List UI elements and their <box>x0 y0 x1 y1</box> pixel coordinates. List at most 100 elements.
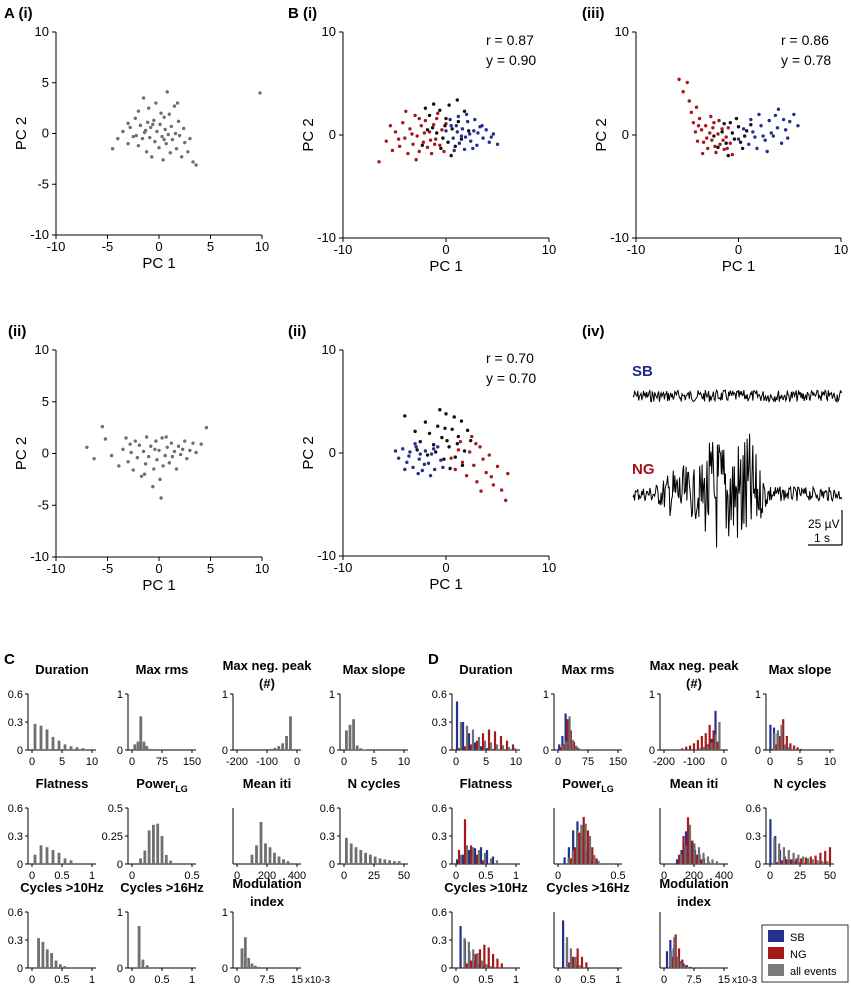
histogram-bar <box>695 854 699 864</box>
scatter-point <box>759 124 763 128</box>
histogram-bar <box>269 748 273 750</box>
x-tick-label: 50 <box>398 870 410 882</box>
scatter-point <box>158 477 162 482</box>
scatter-point <box>457 141 462 145</box>
histogram-bar <box>475 740 479 750</box>
scatter-point <box>769 131 773 135</box>
scatter-point <box>136 109 141 113</box>
histogram-bar <box>373 856 377 864</box>
histogram-bar <box>562 745 565 750</box>
scatter-point <box>466 129 471 133</box>
scatter-point <box>453 144 457 149</box>
scatter-point <box>704 124 708 128</box>
histogram-bar <box>782 719 785 750</box>
scatter-point <box>705 136 709 140</box>
x-unit-label: x10-3 <box>732 975 757 986</box>
histogram-bar <box>58 964 62 968</box>
histogram-bar <box>467 850 471 864</box>
scatter-point <box>162 137 166 142</box>
histogram-title: N cycles <box>774 776 827 791</box>
x-tick-label: 0 <box>721 756 727 768</box>
y-tick-label: -10 <box>317 548 336 563</box>
scatter-point <box>720 127 724 131</box>
histogram-bar <box>814 855 817 864</box>
histogram-bar <box>773 733 776 750</box>
scatter-point <box>126 141 130 146</box>
scatter-point <box>397 144 402 149</box>
scatter-point <box>443 426 447 430</box>
scatter-point <box>417 149 421 154</box>
scatter-point <box>710 138 714 142</box>
scatter-point <box>438 143 442 147</box>
scatter-point <box>470 434 474 439</box>
scatter-point <box>796 124 800 128</box>
x-tick-label: 200 <box>685 870 703 882</box>
histogram-bar <box>496 958 499 968</box>
scatter-point <box>185 456 189 461</box>
scatter-point <box>742 134 747 138</box>
histogram-bar <box>465 963 469 968</box>
scatter-point <box>453 455 457 459</box>
histogram-bar <box>790 859 793 864</box>
histogram-bar <box>782 847 786 864</box>
scatter-point <box>430 126 435 130</box>
scatter-point <box>164 141 168 146</box>
histogram-title: N cycles <box>348 776 401 791</box>
x-tick-label: 10 <box>510 756 522 768</box>
histogram-bar <box>485 850 489 864</box>
histogram-bar <box>691 840 694 864</box>
y-axis-title: PC 2 <box>13 117 30 150</box>
x-tick-label: 10 <box>824 756 836 768</box>
histogram-bar <box>393 861 396 864</box>
histogram-bar <box>816 860 819 864</box>
scatter-point <box>417 116 421 121</box>
histogram-bar <box>355 745 359 750</box>
scatter-point <box>413 442 417 446</box>
scatter-point <box>726 153 730 158</box>
scatter-point <box>445 438 449 443</box>
y-tick-label: 10 <box>35 342 49 357</box>
scatter-point <box>150 155 154 159</box>
scatter-point <box>506 471 510 476</box>
scatter-point <box>435 131 439 135</box>
histogram-bar <box>585 962 588 968</box>
histogram-d-cycles10: Cycles >10Hz 0.6 0.3 00 0.5 1 <box>432 880 529 986</box>
scatter-point <box>401 447 405 451</box>
scatter-point <box>749 117 753 122</box>
scatter-point <box>730 131 735 135</box>
scatter-point <box>429 452 434 456</box>
x-axis-title: PC 1 <box>142 577 175 594</box>
histogram-bar <box>478 949 482 968</box>
scatter-point <box>178 452 183 457</box>
x-tick-label: 5 <box>207 561 214 576</box>
y-tick-label: -10 <box>317 230 336 245</box>
histogram-title-subscript: LG <box>601 784 614 794</box>
histogram-bar <box>706 745 709 750</box>
x-tick-label: -200 <box>226 756 248 768</box>
histogram-bar <box>354 847 358 864</box>
scatter-point <box>786 136 790 140</box>
scatter-point <box>697 116 702 121</box>
histogram-bar <box>584 823 587 864</box>
scatter-point <box>440 435 444 440</box>
histogram-bar <box>479 847 483 864</box>
histogram-bar <box>477 736 481 750</box>
trace-ng-label: NG <box>632 461 655 478</box>
histogram-bar <box>273 852 276 864</box>
scatter-point <box>415 448 419 452</box>
histogram-bar <box>791 748 794 750</box>
histogram-bar <box>689 966 692 968</box>
scatter-point <box>141 449 146 454</box>
scatter-point <box>478 445 482 449</box>
scatter-point <box>447 103 451 107</box>
x-tick-label: 10 <box>255 239 269 254</box>
y-tick-label: 0.6 <box>8 803 23 815</box>
histogram-bar <box>686 817 690 864</box>
histogram-bar <box>483 852 487 864</box>
scatter-point <box>161 158 165 162</box>
scatter-point <box>423 420 428 424</box>
histogram-bar <box>784 744 787 750</box>
histogram-bar <box>467 733 471 750</box>
x-tick-label: -10 <box>334 560 353 575</box>
histogram-title: Cycles >10Hz <box>20 880 104 895</box>
